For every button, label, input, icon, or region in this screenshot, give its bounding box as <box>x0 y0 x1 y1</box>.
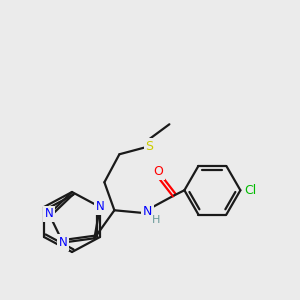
Text: N: N <box>45 208 53 220</box>
Text: S: S <box>146 140 153 153</box>
Text: H: H <box>152 215 160 225</box>
Text: N: N <box>96 200 104 214</box>
Text: O: O <box>153 165 163 178</box>
Text: Cl: Cl <box>244 184 256 197</box>
Text: N: N <box>143 205 152 218</box>
Text: N: N <box>58 236 67 249</box>
